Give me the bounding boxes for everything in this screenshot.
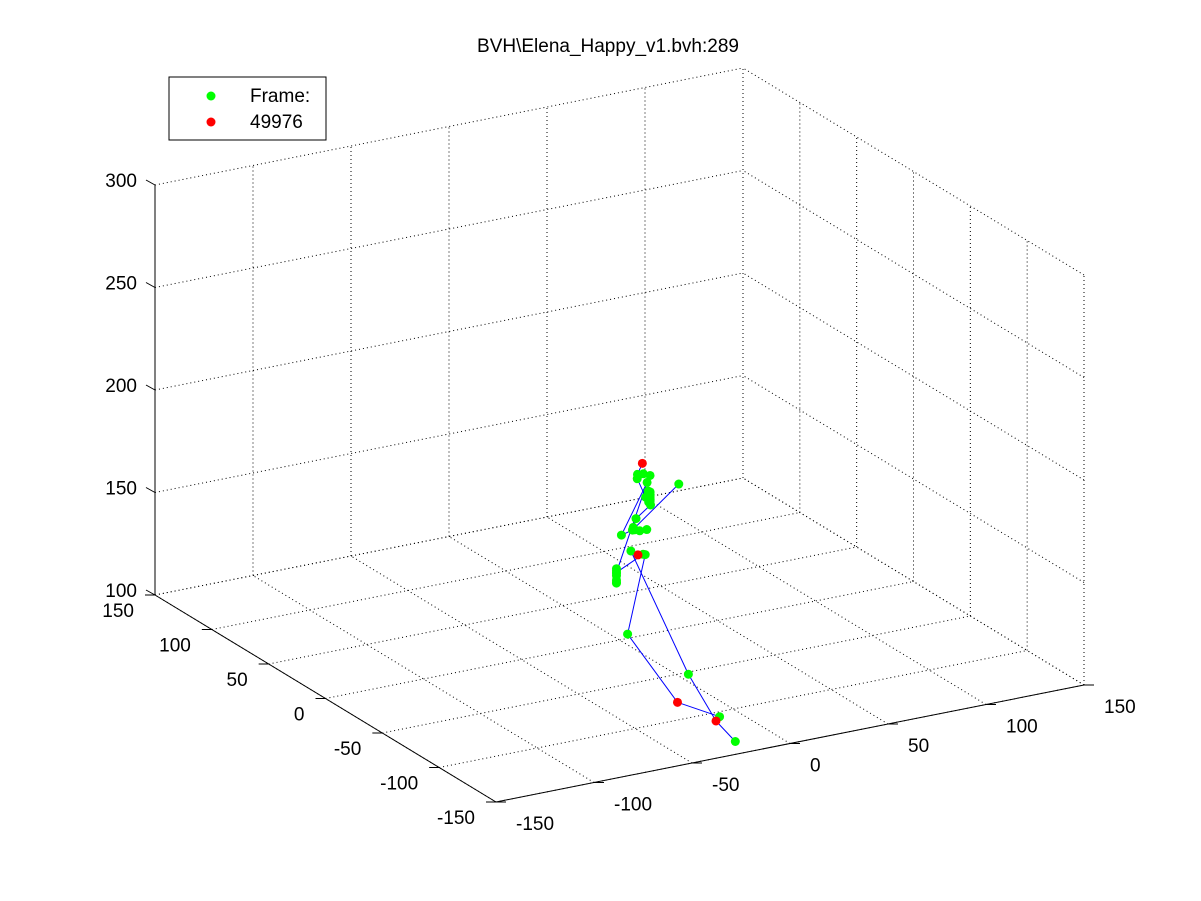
skeleton-bone [715,720,736,742]
highlight-joint-point [672,697,682,707]
z-tick-mark [145,282,156,288]
legend-label-id: 49976 [250,112,303,133]
z-tick-mark [145,179,156,186]
joint-point [611,578,621,588]
x-tick-label: -150 [516,814,554,835]
y-tick-label: 50 [227,670,248,691]
highlight-joint-point [711,716,721,726]
skeleton-bone [687,673,717,722]
side-wall-grid-line [742,170,1085,378]
joint-point [623,629,633,639]
skeleton-bone [627,633,678,703]
joint-point [642,525,652,535]
joint-point [632,474,642,484]
legend: Frame: 49976 [168,76,327,141]
joint-point [616,530,626,540]
joint-point [638,469,648,479]
z-tick-label: 150 [105,479,137,500]
side-wall-grid-line [742,67,1085,276]
skeleton-bone [677,701,720,718]
x-tick-label: 150 [1104,697,1136,718]
floor-grid-line [252,575,595,783]
joint-point [640,550,650,560]
joint-point [642,477,652,487]
joint-point [683,669,693,679]
legend-marker-frame [206,91,216,101]
x-axis-ticks: -150 -100 -50 0 50 100 150 [496,684,1136,835]
joint-point [626,546,636,556]
joint-point [645,470,655,480]
joint-point [730,737,740,747]
z-tick-mark [145,589,156,596]
y-tick-label: 0 [294,705,305,726]
z-tick-mark [145,384,156,391]
side-wall-grid-line [742,375,1085,583]
side-wall-grid-line [742,477,1085,686]
joint-point [627,525,637,535]
z-axis-ticks: 100 150 200 250 300 [105,171,156,602]
x-tick-label: 100 [1006,717,1038,738]
legend-label-frame: Frame: [250,86,310,107]
skeleton-bone [632,483,680,531]
z-tick-label: 300 [105,171,137,192]
joint-point [645,496,655,506]
y-tick-label: 100 [159,636,191,657]
side-wall-grid-line [742,272,1085,481]
floor-grid-line [350,555,693,764]
skeleton-bone [620,482,648,536]
legend-marker-id [206,117,216,127]
joint-point [631,514,641,524]
skeleton-bone [630,550,689,675]
skeleton-bone [627,554,646,635]
x-tick-label: 0 [810,756,821,777]
y-tick-label: -100 [380,774,418,795]
legend-box [168,76,327,141]
highlight-joint-point [633,550,643,560]
x-tick-label: 50 [908,736,929,757]
joint-markers [611,458,740,747]
z-tick-label: 250 [105,274,137,295]
floor-grid-line [546,516,889,725]
floor-grid-line [644,497,987,705]
y-axis-ticks: -150 -100 -50 0 50 100 150 [102,594,496,829]
z-tick-label: 100 [105,581,137,602]
joint-point [674,479,684,489]
y-tick-label: 150 [102,601,134,622]
y-tick-label: -150 [437,808,475,829]
floor-grid-line [448,536,791,744]
z-tick-label: 200 [105,376,137,397]
y-tick-label: -50 [334,739,361,760]
highlight-joint-point [637,458,647,468]
x-tick-label: -50 [712,775,739,796]
z-tick-mark [145,487,156,493]
grid-lines [154,67,1085,803]
chart-title: BVH\Elena_Happy_v1.bvh:289 [477,36,739,57]
x-tick-label: -100 [614,795,652,816]
